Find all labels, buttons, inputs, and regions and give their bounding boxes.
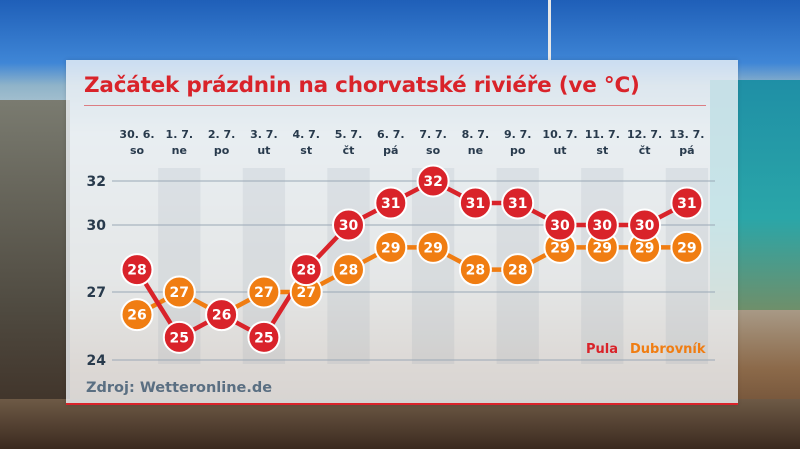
data-point-marker	[374, 186, 408, 220]
background-rocks-bottom	[0, 399, 800, 449]
data-point-label: 31	[381, 196, 400, 212]
y-tick-label: 24	[87, 353, 107, 369]
data-point-label: 28	[296, 263, 315, 279]
x-date-label: 4. 7.	[292, 128, 320, 141]
legend-entry-pula: Pula	[586, 342, 618, 357]
x-day-label: st	[596, 144, 608, 157]
data-point-marker	[120, 253, 154, 287]
data-point-marker	[162, 275, 196, 309]
legend: Pula Dubrovník	[586, 342, 706, 357]
data-point-marker	[332, 253, 365, 287]
data-point-label: 28	[466, 263, 485, 279]
data-point-label: 30	[550, 218, 570, 234]
x-day-label: so	[130, 144, 145, 157]
data-point-label: 29	[677, 240, 696, 256]
data-point-label: 31	[466, 196, 485, 212]
x-date-label: 10. 7.	[542, 128, 577, 141]
y-axis-ticks: 24 27 30 32	[87, 174, 107, 369]
data-point-label: 28	[127, 263, 146, 279]
data-point-label: 30	[635, 218, 655, 234]
y-tick-label: 30	[87, 218, 107, 234]
x-axis-labels: 30. 6. so 1. 7. ne 2. 7. po 3. 7. ut 4. 7. st 5. 7…	[119, 128, 704, 157]
x-day-label: ne	[468, 144, 483, 157]
data-point-label: 29	[593, 240, 612, 256]
data-point-label: 30	[339, 218, 359, 234]
background-rocks-left	[0, 100, 70, 449]
y-tick-label: 27	[87, 285, 106, 301]
x-day-label: po	[510, 144, 526, 157]
data-point-marker	[205, 298, 239, 332]
data-point-label: 27	[254, 285, 273, 301]
data-point-marker	[247, 275, 281, 309]
x-day-label: ut	[257, 144, 270, 157]
data-point-marker	[670, 230, 704, 264]
x-date-label: 11. 7.	[585, 128, 620, 141]
data-point-label: 28	[339, 263, 358, 279]
data-point-marker	[501, 253, 535, 287]
x-day-label: čt	[639, 144, 651, 157]
x-day-label: st	[300, 144, 312, 157]
x-day-label: po	[214, 144, 230, 157]
data-point-marker	[120, 298, 154, 332]
x-date-label: 7. 7.	[419, 128, 447, 141]
data-point-marker	[458, 253, 492, 287]
x-date-label: 2. 7.	[208, 128, 236, 141]
x-date-label: 13. 7.	[669, 128, 704, 141]
data-point-marker	[416, 164, 450, 198]
data-point-label: 26	[212, 308, 231, 324]
data-point-label: 27	[170, 285, 189, 301]
grid-lines	[112, 180, 715, 361]
x-date-label: 8. 7.	[462, 128, 490, 141]
x-day-label: so	[426, 144, 441, 157]
chart-title: Začátek prázdnin na chorvatské riviéře (…	[84, 73, 640, 98]
data-point-label: 29	[550, 240, 569, 256]
column-band	[581, 168, 624, 364]
x-date-label: 5. 7.	[335, 128, 363, 141]
data-point-marker	[289, 253, 323, 287]
y-tick-label: 32	[87, 174, 106, 190]
data-point-label: 29	[635, 240, 654, 256]
data-point-label: 26	[127, 308, 146, 324]
x-date-label: 1. 7.	[166, 128, 194, 141]
data-point-label: 31	[677, 196, 696, 212]
data-point-marker	[162, 320, 196, 354]
data-point-marker	[416, 230, 450, 264]
x-day-label: ne	[172, 144, 187, 157]
bottom-divider	[66, 403, 738, 405]
column-band	[411, 168, 455, 364]
x-date-label: 3. 7.	[250, 128, 278, 141]
title-divider	[84, 105, 706, 106]
data-point-label: 25	[254, 330, 273, 346]
x-day-label: pá	[383, 144, 398, 157]
x-date-label: 12. 7.	[627, 128, 662, 141]
data-point-marker	[628, 208, 662, 242]
data-point-marker	[670, 186, 704, 220]
x-day-label: pá	[679, 144, 694, 157]
data-point-marker	[501, 186, 535, 220]
data-point-marker	[247, 320, 281, 354]
data-point-label: 29	[381, 240, 400, 256]
data-point-label: 30	[593, 218, 613, 234]
data-point-marker	[374, 230, 408, 264]
data-point-label: 25	[170, 330, 189, 346]
series-markers: 2627262727282929282829292929282526252830…	[120, 164, 704, 354]
x-date-label: 30. 6.	[119, 128, 154, 141]
data-point-label: 28	[508, 263, 527, 279]
x-date-label: 6. 7.	[377, 128, 405, 141]
legend-entry-dubrovnik: Dubrovník	[630, 342, 706, 357]
data-point-label: 32	[423, 174, 442, 190]
data-point-marker	[543, 208, 577, 242]
x-day-label: ut	[553, 144, 566, 157]
x-date-label: 9. 7.	[504, 128, 532, 141]
data-point-marker	[332, 208, 365, 242]
x-day-label: čt	[343, 144, 355, 157]
data-point-marker	[458, 186, 492, 220]
data-point-label: 29	[423, 240, 442, 256]
data-point-label: 27	[296, 285, 315, 301]
background-mast	[548, 0, 551, 60]
source-label: Zdroj: Wetteronline.de	[86, 380, 273, 396]
data-point-label: 31	[508, 196, 527, 212]
data-point-marker	[585, 208, 619, 242]
